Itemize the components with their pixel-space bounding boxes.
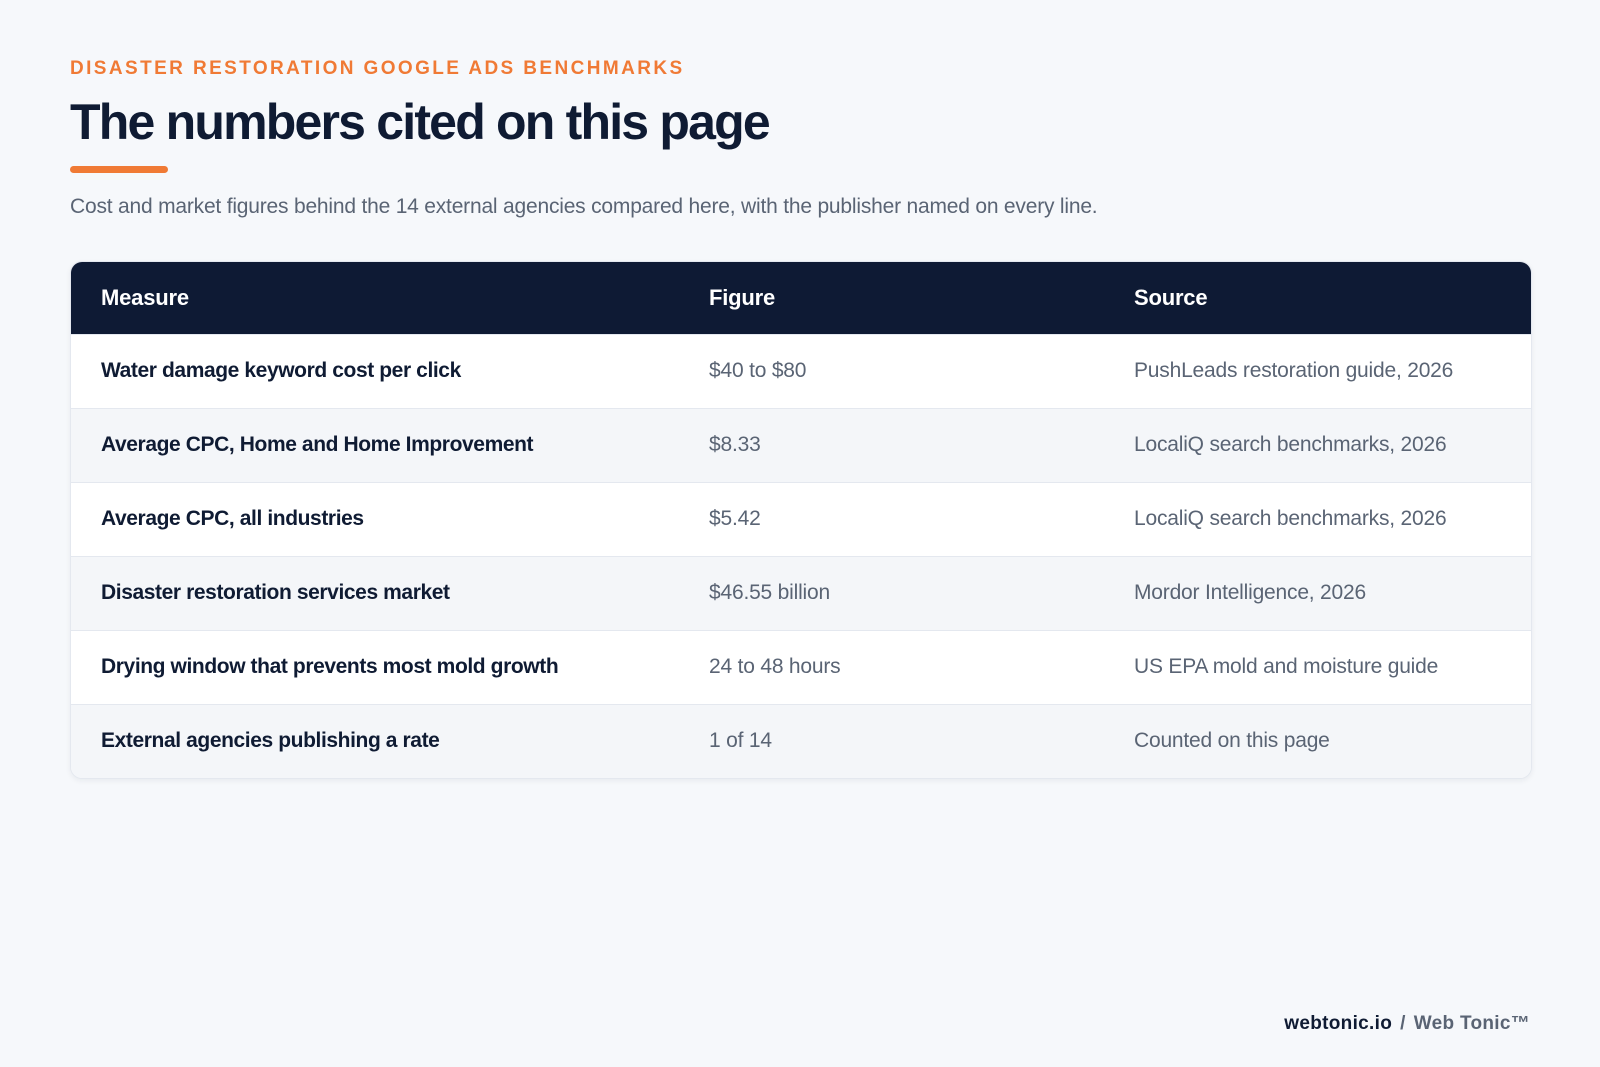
column-header-measure: Measure: [101, 284, 189, 310]
figure-cell: $5.42: [709, 507, 761, 530]
source-cell: PushLeads restoration guide, 2026: [1134, 359, 1454, 382]
figure-cell: $46.55 billion: [709, 581, 830, 604]
footer-separator: /: [1400, 1013, 1406, 1034]
source-cell: Mordor Intelligence, 2026: [1134, 581, 1366, 604]
table-row: Average CPC, all industries $5.42 Locali…: [71, 482, 1531, 556]
table-row: External agencies publishing a rate 1 of…: [71, 704, 1531, 778]
source-cell: LocaliQ search benchmarks, 2026: [1134, 433, 1447, 456]
figure-cell: 24 to 48 hours: [709, 655, 841, 678]
figure-cell: $40 to $80: [709, 359, 807, 382]
benchmarks-table-card: Measure Figure Source Water damage keywo…: [70, 261, 1532, 779]
page-title: The numbers cited on this page: [70, 94, 771, 150]
source-cell: US EPA mold and moisture guide: [1134, 655, 1439, 678]
table-header: Measure Figure Source: [71, 262, 1531, 334]
title-accent-bar: [70, 166, 168, 173]
table-row: Drying window that prevents most mold gr…: [71, 630, 1531, 704]
measure-cell: Average CPC, Home and Home Improvement: [101, 433, 534, 456]
table-row: Average CPC, Home and Home Improvement $…: [71, 408, 1531, 482]
column-header-figure: Figure: [709, 284, 776, 310]
source-cell: LocaliQ search benchmarks, 2026: [1134, 507, 1447, 530]
measure-cell: Disaster restoration services market: [101, 581, 450, 604]
table-body: Water damage keyword cost per click $40 …: [71, 334, 1531, 778]
table-row: Disaster restoration services market $46…: [71, 556, 1531, 630]
measure-cell: Drying window that prevents most mold gr…: [101, 655, 559, 678]
figure-cell: $8.33: [709, 433, 761, 456]
footer-credit: webtonic.io / Web Tonic™: [1284, 1013, 1530, 1035]
measure-cell: Average CPC, all industries: [101, 507, 364, 530]
column-header-source: Source: [1134, 284, 1208, 310]
page-subtitle: Cost and market figures behind the 14 ex…: [70, 195, 1098, 218]
footer-brand: Web Tonic™: [1413, 1013, 1530, 1034]
source-cell: Counted on this page: [1134, 729, 1330, 753]
footer-domain: webtonic.io: [1284, 1013, 1393, 1034]
table-header-row: Measure Figure Source: [71, 262, 1531, 334]
table-row: Water damage keyword cost per click $40 …: [71, 334, 1531, 408]
measure-cell: Water damage keyword cost per click: [101, 359, 461, 382]
eyebrow-label: DISASTER RESTORATION GOOGLE ADS BENCHMAR…: [70, 58, 685, 79]
benchmarks-table: Measure Figure Source Water damage keywo…: [71, 262, 1531, 778]
figure-cell: 1 of 14: [709, 729, 772, 753]
measure-cell: External agencies publishing a rate: [101, 729, 440, 753]
